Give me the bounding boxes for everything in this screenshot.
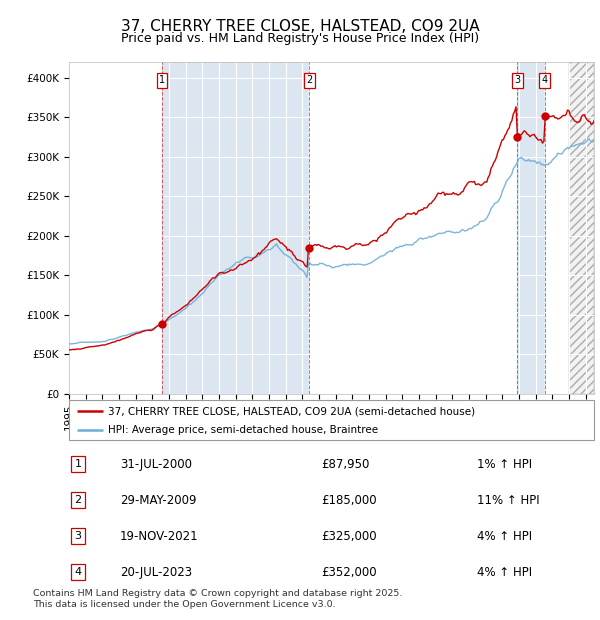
Text: 1: 1 bbox=[74, 459, 82, 469]
Text: 3: 3 bbox=[514, 75, 520, 85]
Text: 31-JUL-2000: 31-JUL-2000 bbox=[120, 458, 192, 471]
Text: 2: 2 bbox=[74, 495, 82, 505]
Text: 4: 4 bbox=[74, 567, 82, 577]
Text: £185,000: £185,000 bbox=[321, 494, 377, 507]
Text: 4% ↑ HPI: 4% ↑ HPI bbox=[477, 566, 532, 578]
Bar bbox=[569, 62, 594, 394]
Text: 19-NOV-2021: 19-NOV-2021 bbox=[120, 530, 199, 542]
Text: £325,000: £325,000 bbox=[321, 530, 377, 542]
Text: Contains HM Land Registry data © Crown copyright and database right 2025.
This d: Contains HM Land Registry data © Crown c… bbox=[33, 590, 403, 609]
Text: 3: 3 bbox=[74, 531, 82, 541]
Text: HPI: Average price, semi-detached house, Braintree: HPI: Average price, semi-detached house,… bbox=[109, 425, 379, 435]
Text: £352,000: £352,000 bbox=[321, 566, 377, 578]
FancyBboxPatch shape bbox=[69, 400, 594, 440]
Text: 2: 2 bbox=[306, 75, 312, 85]
Text: £87,950: £87,950 bbox=[321, 458, 370, 471]
Text: 1: 1 bbox=[159, 75, 165, 85]
Bar bbox=[69, 62, 162, 394]
Text: 4% ↑ HPI: 4% ↑ HPI bbox=[477, 530, 532, 542]
Bar bbox=[309, 62, 517, 394]
Bar bbox=[569, 62, 594, 394]
Text: 1% ↑ HPI: 1% ↑ HPI bbox=[477, 458, 532, 471]
Text: 37, CHERRY TREE CLOSE, HALSTEAD, CO9 2UA: 37, CHERRY TREE CLOSE, HALSTEAD, CO9 2UA bbox=[121, 19, 479, 33]
Text: 20-JUL-2023: 20-JUL-2023 bbox=[120, 566, 192, 578]
Text: Price paid vs. HM Land Registry's House Price Index (HPI): Price paid vs. HM Land Registry's House … bbox=[121, 32, 479, 45]
Bar bbox=[162, 62, 309, 394]
Bar bbox=[517, 62, 545, 394]
Text: 29-MAY-2009: 29-MAY-2009 bbox=[120, 494, 197, 507]
Text: 11% ↑ HPI: 11% ↑ HPI bbox=[477, 494, 539, 507]
Bar bbox=[545, 62, 594, 394]
Text: 37, CHERRY TREE CLOSE, HALSTEAD, CO9 2UA (semi-detached house): 37, CHERRY TREE CLOSE, HALSTEAD, CO9 2UA… bbox=[109, 406, 476, 416]
Text: 4: 4 bbox=[542, 75, 548, 85]
